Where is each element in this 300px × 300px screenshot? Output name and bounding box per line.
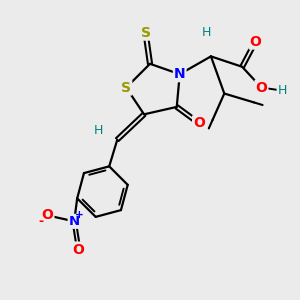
Text: -: - <box>38 215 43 228</box>
Text: H: H <box>278 84 287 97</box>
Text: +: + <box>75 210 84 220</box>
Text: S: S <box>140 26 151 40</box>
Text: N: N <box>174 67 185 81</box>
Text: H: H <box>93 124 103 137</box>
Text: O: O <box>250 34 262 49</box>
Text: S: S <box>121 81 131 94</box>
Text: O: O <box>193 116 205 130</box>
Text: O: O <box>73 243 85 256</box>
Text: O: O <box>41 208 53 222</box>
Text: H: H <box>202 26 211 39</box>
Text: N: N <box>69 215 80 228</box>
Text: O: O <box>256 81 267 94</box>
